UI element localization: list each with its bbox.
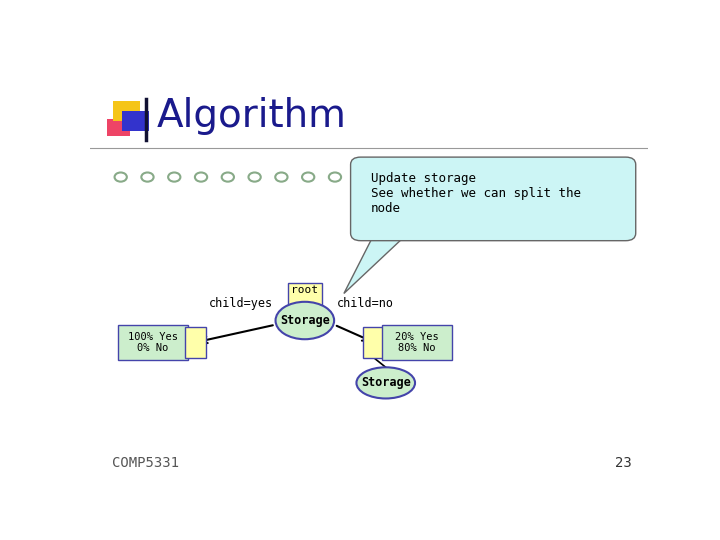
Polygon shape bbox=[344, 233, 408, 294]
Text: child=no: child=no bbox=[337, 297, 394, 310]
Text: Algorithm: Algorithm bbox=[157, 97, 347, 134]
FancyBboxPatch shape bbox=[382, 325, 451, 360]
FancyBboxPatch shape bbox=[107, 119, 130, 136]
Text: Storage: Storage bbox=[280, 314, 330, 327]
Text: 23: 23 bbox=[614, 456, 631, 470]
FancyBboxPatch shape bbox=[185, 327, 206, 358]
Text: 100% Yes
0% No: 100% Yes 0% No bbox=[127, 332, 178, 353]
Ellipse shape bbox=[276, 302, 334, 339]
Text: 20% Yes
80% No: 20% Yes 80% No bbox=[395, 332, 438, 353]
Text: child=yes: child=yes bbox=[209, 297, 273, 310]
Text: root: root bbox=[292, 285, 318, 295]
FancyBboxPatch shape bbox=[364, 327, 384, 358]
FancyBboxPatch shape bbox=[114, 101, 140, 121]
FancyBboxPatch shape bbox=[351, 157, 636, 241]
Ellipse shape bbox=[356, 367, 415, 399]
Text: Update storage
See whether we can split the
node: Update storage See whether we can split … bbox=[371, 172, 580, 215]
FancyBboxPatch shape bbox=[122, 111, 149, 131]
FancyBboxPatch shape bbox=[118, 325, 188, 360]
Text: COMP5331: COMP5331 bbox=[112, 456, 179, 470]
Text: Storage: Storage bbox=[361, 376, 410, 389]
FancyBboxPatch shape bbox=[288, 283, 322, 314]
